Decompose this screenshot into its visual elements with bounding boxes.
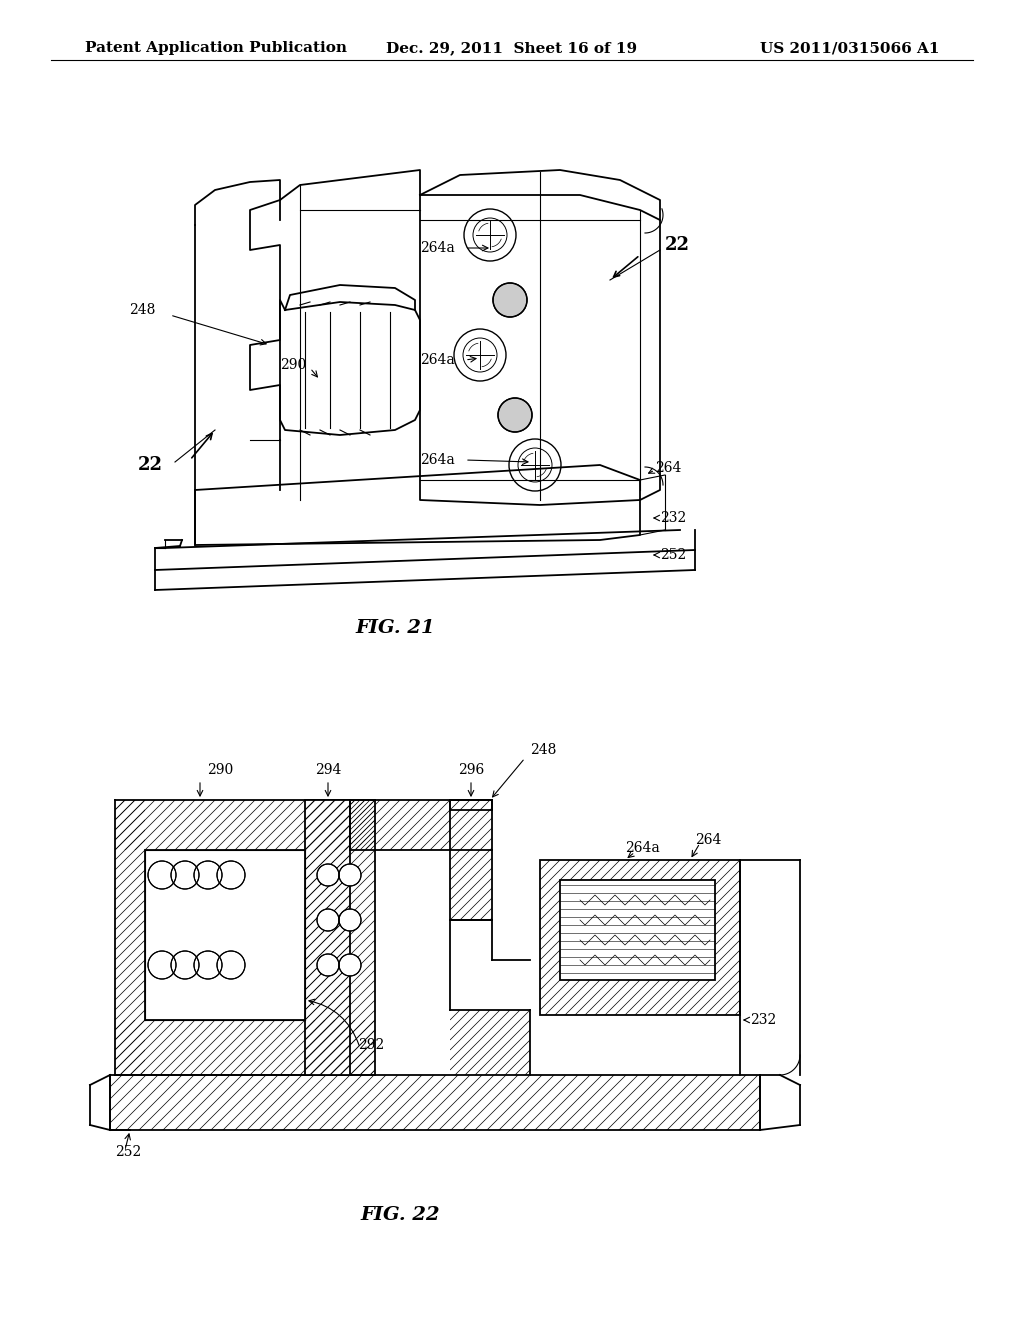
Bar xyxy=(305,800,375,1074)
Text: 264a: 264a xyxy=(420,242,455,255)
Bar xyxy=(115,1020,375,1074)
Text: 294: 294 xyxy=(314,763,341,777)
Text: 290: 290 xyxy=(280,358,306,372)
Text: 264a: 264a xyxy=(625,841,659,855)
Text: FIG. 22: FIG. 22 xyxy=(360,1206,440,1224)
Circle shape xyxy=(340,909,360,931)
Text: 248: 248 xyxy=(129,304,155,317)
Circle shape xyxy=(498,399,532,432)
Circle shape xyxy=(340,954,360,975)
Bar xyxy=(540,861,740,1015)
Circle shape xyxy=(150,862,175,888)
Circle shape xyxy=(318,865,338,884)
Text: 264: 264 xyxy=(695,833,721,847)
Circle shape xyxy=(172,862,198,888)
Circle shape xyxy=(195,862,221,888)
Bar xyxy=(115,800,375,850)
Bar xyxy=(305,800,375,1074)
Circle shape xyxy=(195,952,221,978)
Bar xyxy=(350,800,450,850)
Bar xyxy=(115,800,145,1074)
Bar xyxy=(110,1074,760,1130)
Bar xyxy=(115,800,145,1074)
Bar xyxy=(450,800,492,920)
Bar xyxy=(560,880,715,979)
Text: FIG. 21: FIG. 21 xyxy=(355,619,435,638)
Text: 232: 232 xyxy=(750,1012,776,1027)
Circle shape xyxy=(318,909,338,931)
Circle shape xyxy=(318,954,338,975)
Text: 252: 252 xyxy=(660,548,686,562)
Circle shape xyxy=(218,862,244,888)
Circle shape xyxy=(172,952,198,978)
Bar xyxy=(110,1074,760,1130)
Bar xyxy=(305,800,350,1074)
Circle shape xyxy=(493,282,527,317)
Bar xyxy=(450,1010,530,1074)
Text: Patent Application Publication: Patent Application Publication xyxy=(85,41,347,55)
Text: 22: 22 xyxy=(665,236,690,253)
Text: 264a: 264a xyxy=(420,453,455,467)
Bar xyxy=(350,800,450,850)
Bar xyxy=(115,800,375,850)
Text: 264: 264 xyxy=(655,461,681,475)
Circle shape xyxy=(218,952,244,978)
Text: 232: 232 xyxy=(660,511,686,525)
Text: 248: 248 xyxy=(530,743,556,756)
Bar xyxy=(450,1010,530,1074)
Text: US 2011/0315066 A1: US 2011/0315066 A1 xyxy=(761,41,940,55)
Circle shape xyxy=(340,865,360,884)
Bar xyxy=(305,800,350,1074)
Text: Dec. 29, 2011  Sheet 16 of 19: Dec. 29, 2011 Sheet 16 of 19 xyxy=(386,41,638,55)
Text: 264a: 264a xyxy=(420,352,455,367)
Text: 290: 290 xyxy=(207,763,233,777)
Text: 296: 296 xyxy=(458,763,484,777)
Text: 252: 252 xyxy=(115,1144,141,1159)
Bar xyxy=(145,850,305,1020)
Bar xyxy=(540,861,740,1015)
Bar xyxy=(450,800,492,920)
Bar xyxy=(115,1020,375,1074)
Text: 292: 292 xyxy=(358,1038,384,1052)
Circle shape xyxy=(150,952,175,978)
Text: 22: 22 xyxy=(138,455,163,474)
